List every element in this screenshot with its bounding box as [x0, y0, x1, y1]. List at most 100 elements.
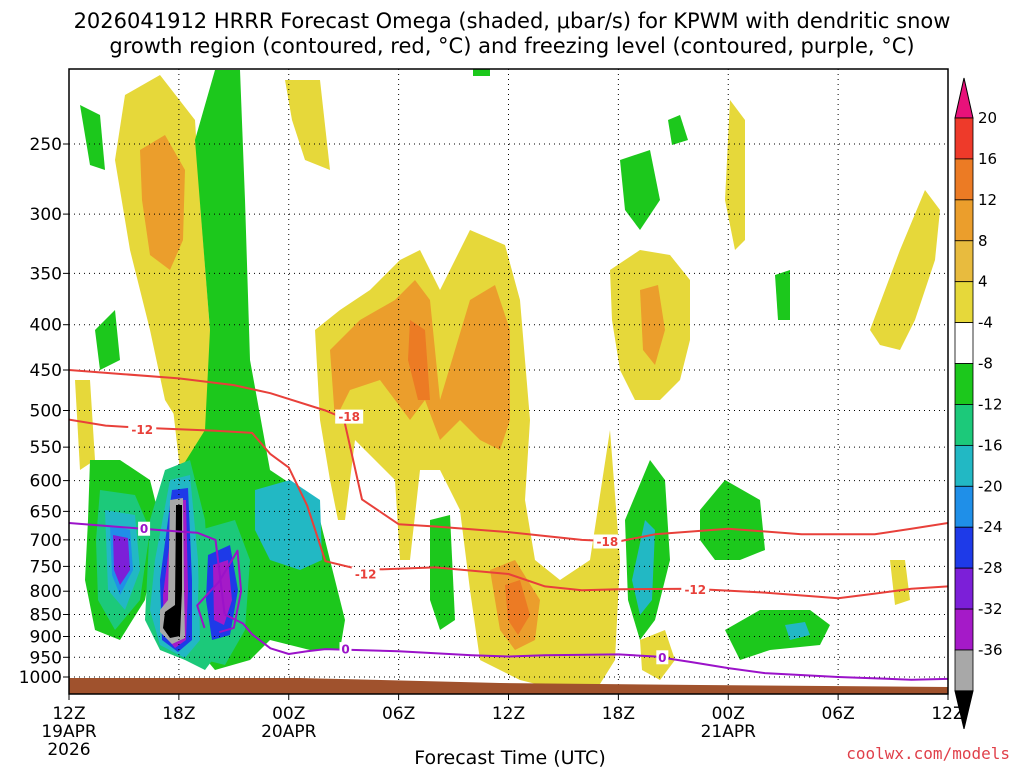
shade-sinking-yellow-far-right: [870, 190, 940, 350]
x-tick-year: 2026: [47, 740, 90, 760]
colorbar-bin: [954, 485, 974, 528]
shade-sinking-darkorange-12z: [505, 580, 530, 635]
colorbar-label: -28: [978, 559, 1003, 577]
contour-label: -12: [131, 423, 153, 437]
contour-label-bg: [656, 650, 669, 665]
colorbar-bin: [954, 608, 974, 651]
colorbar-label: 4: [978, 273, 988, 291]
y-tick-label: 1000: [19, 668, 62, 688]
shade-sinking-yellow-midleft: [172, 300, 210, 480]
colorbar-bin: [954, 444, 974, 487]
colorbar-bin: [954, 199, 974, 242]
credit-text: coolwx.com/models: [846, 744, 1010, 763]
chart-title-line-2: growth region (contoured, red, °C) and f…: [109, 34, 914, 58]
shade-sinking-yellow-low-right: [890, 560, 910, 605]
colorbar-bottom-arrow: [954, 690, 974, 730]
colorbar-bin: [954, 649, 974, 692]
y-tick-label: 950: [30, 648, 62, 668]
shade-sinking-yellow-right: [725, 100, 745, 250]
contour-freezing-level-0c: [69, 522, 948, 681]
contour-freezing-level-0c-lobe-: [196, 549, 243, 634]
contour-label: -12: [355, 568, 377, 582]
shade-sinking-yellow-mid: [315, 230, 620, 694]
y-tick-label: 350: [30, 264, 62, 284]
contour-label-bg: [351, 567, 380, 582]
contour-label-bg: [593, 534, 622, 549]
shade-rising-green-right: [775, 270, 790, 320]
y-tick-label: 400: [30, 316, 62, 336]
shade-rising-green-21z: [700, 480, 765, 560]
chart-title-line-1: 2026041912 HRRR Forecast Omega (shaded, …: [74, 9, 951, 33]
y-tick-label: 700: [30, 531, 62, 551]
colorbar-label: -20: [978, 477, 1003, 495]
x-tick-label: 12Z: [492, 704, 525, 724]
colorbar-label: -12: [978, 395, 1003, 413]
contour-label: 0: [658, 651, 666, 665]
x-tick-label: 12Z: [931, 704, 964, 724]
x-tick-label: 06Z: [821, 704, 854, 724]
colorbar-label: -8: [978, 355, 993, 373]
omega-shading: [75, 69, 940, 694]
temperature-contours: [69, 369, 948, 681]
shade-rising-black-core: [163, 505, 182, 638]
colorbar-bin: [954, 281, 974, 324]
shade-rising-purple: [113, 535, 130, 585]
shade-sinking-yellow-left: [75, 380, 95, 470]
shade-rising-green-top: [473, 69, 490, 76]
contour-label: 0: [140, 522, 148, 536]
y-tick-label: 750: [30, 557, 62, 577]
colorbar-label: 8: [978, 232, 988, 250]
y-tick-label: 600: [30, 472, 62, 492]
colorbar-label: -24: [978, 518, 1003, 536]
shade-sinking-orange: [140, 135, 185, 270]
y-axis-pressure: 2503003504004505005506006507007508008509…: [19, 135, 69, 688]
colorbar-top-arrow: [954, 77, 974, 119]
shade-rising-green-03z: [725, 610, 830, 660]
shade-rising-green-20z-b: [620, 150, 660, 230]
shade-rising-green-upper2: [95, 310, 120, 370]
shade-sinking-orange-20z: [640, 285, 665, 365]
colorbar-bin: [954, 322, 974, 364]
y-tick-label: 850: [30, 606, 62, 626]
x-tick-label: 00Z: [712, 704, 745, 724]
shade-rising-green-05z: [430, 515, 455, 630]
contour-label-bg: [681, 582, 710, 597]
y-tick-label: 900: [30, 627, 62, 647]
colorbar-bin: [954, 240, 974, 283]
contour-label: 0: [341, 643, 349, 657]
shade-rising-green-right2: [668, 115, 688, 145]
y-tick-label: 450: [30, 361, 62, 381]
y-tick-label: 800: [30, 582, 62, 602]
shade-sinking-darkorange: [408, 320, 430, 400]
x-tick-label: 06Z: [382, 704, 415, 724]
ground-fill: [69, 678, 948, 694]
x-tick-date: 19APR: [41, 722, 97, 742]
contour-label: -12: [684, 583, 706, 597]
contour-label-bg: [335, 409, 364, 424]
x-tick-label: 00Z: [272, 704, 305, 724]
colorbar-bin: [954, 567, 974, 610]
y-tick-label: 650: [30, 502, 62, 522]
x-tick-label: 18Z: [162, 704, 195, 724]
colorbar-label: 20: [978, 109, 997, 127]
shade-rising-teal-03z: [785, 622, 810, 640]
contour-dgz-18c: [69, 369, 948, 543]
shade-sinking-yellow: [285, 80, 330, 170]
x-tick-date: 21APR: [701, 722, 757, 742]
contour-labels: -18 -12 -18 -12 -12 0 0 0: [128, 409, 710, 665]
contour-label-bg: [339, 642, 352, 657]
contour-label-bg: [128, 422, 157, 437]
colorbar-bin: [954, 117, 974, 160]
shade-rising-green-upper: [80, 105, 105, 170]
contour-label-bg: [138, 521, 151, 536]
colorbar-label: -32: [978, 600, 1003, 618]
colorbar-bin: [954, 363, 974, 405]
colorbar-bin: [954, 404, 974, 446]
contour-label: -18: [338, 410, 360, 424]
y-tick-label: 250: [30, 135, 62, 155]
colorbar-label: -36: [978, 641, 1003, 659]
colorbar-label: 12: [978, 191, 997, 209]
x-tick-date: 20APR: [261, 722, 317, 742]
